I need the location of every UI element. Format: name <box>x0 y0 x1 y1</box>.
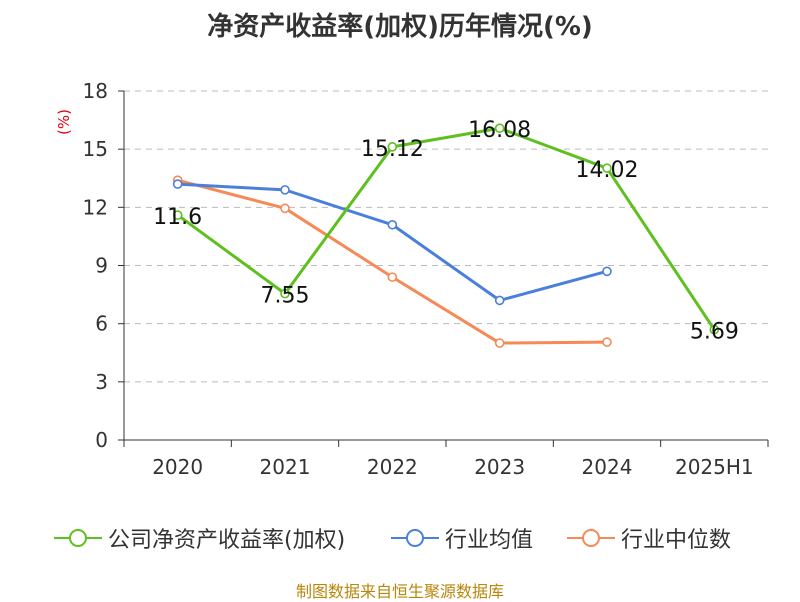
x-tick-label: 2021 <box>260 455 311 479</box>
legend-item-industry-median[interactable]: 行业中位数 <box>567 520 731 556</box>
legend-marker-company <box>54 529 102 547</box>
data-label: 16.08 <box>468 118 531 143</box>
data-point <box>494 123 505 134</box>
data-label: 5.69 <box>690 320 739 345</box>
data-point <box>494 295 505 306</box>
y-tick-label: 3 <box>95 370 108 394</box>
legend-item-company[interactable]: 公司净资产收益率(加权) <box>54 520 345 556</box>
data-point <box>602 337 612 347</box>
chart-title: 净资产收益率(加权)历年情况(%) <box>207 12 593 42</box>
data-point <box>387 142 398 152</box>
legend-label-industry-median: 行业中位数 <box>621 528 732 553</box>
data-label: 7.55 <box>261 284 310 309</box>
y-tick-label: 9 <box>95 254 108 278</box>
series-line <box>176 126 716 331</box>
data-point <box>387 219 398 230</box>
data-label: 11.6 <box>153 205 202 230</box>
y-tick-label: 18 <box>83 79 108 103</box>
y-tick-label: 0 <box>95 428 108 452</box>
data-point <box>280 185 290 195</box>
y-tick-label: 15 <box>83 137 108 161</box>
x-tick-label: 2020 <box>152 455 203 479</box>
legend-item-industry-mean[interactable]: 行业均值 <box>391 520 533 556</box>
x-tick-label: 2023 <box>474 455 525 479</box>
data-label: 15.12 <box>361 137 424 162</box>
chart-legend: 公司净资产收益率(加权) 行业均值 行业中位数 <box>0 520 800 556</box>
x-tick-label: 2025H1 <box>675 455 754 479</box>
data-point <box>387 272 398 282</box>
data-point <box>280 203 290 214</box>
data-point <box>709 324 720 335</box>
data-point <box>172 210 183 220</box>
x-tick-label: 2022 <box>367 455 418 479</box>
data-point <box>602 266 612 277</box>
data-source-footer: 制图数据来自恒生聚源数据库 <box>295 582 504 601</box>
data-label: 14.02 <box>576 158 639 183</box>
data-point <box>602 163 612 173</box>
legend-label-industry-mean: 行业均值 <box>445 528 534 553</box>
y-tick-label: 12 <box>83 195 108 219</box>
data-point <box>280 288 290 299</box>
data-point <box>494 338 505 348</box>
legend-marker-industry-mean <box>391 529 439 547</box>
legend-marker-industry-median <box>567 529 615 547</box>
data-point <box>172 179 183 189</box>
y-tick-label: 6 <box>95 312 108 336</box>
legend-label-company: 公司净资产收益率(加权) <box>108 528 346 553</box>
series-line <box>177 182 608 302</box>
x-tick-label: 2024 <box>582 455 633 479</box>
